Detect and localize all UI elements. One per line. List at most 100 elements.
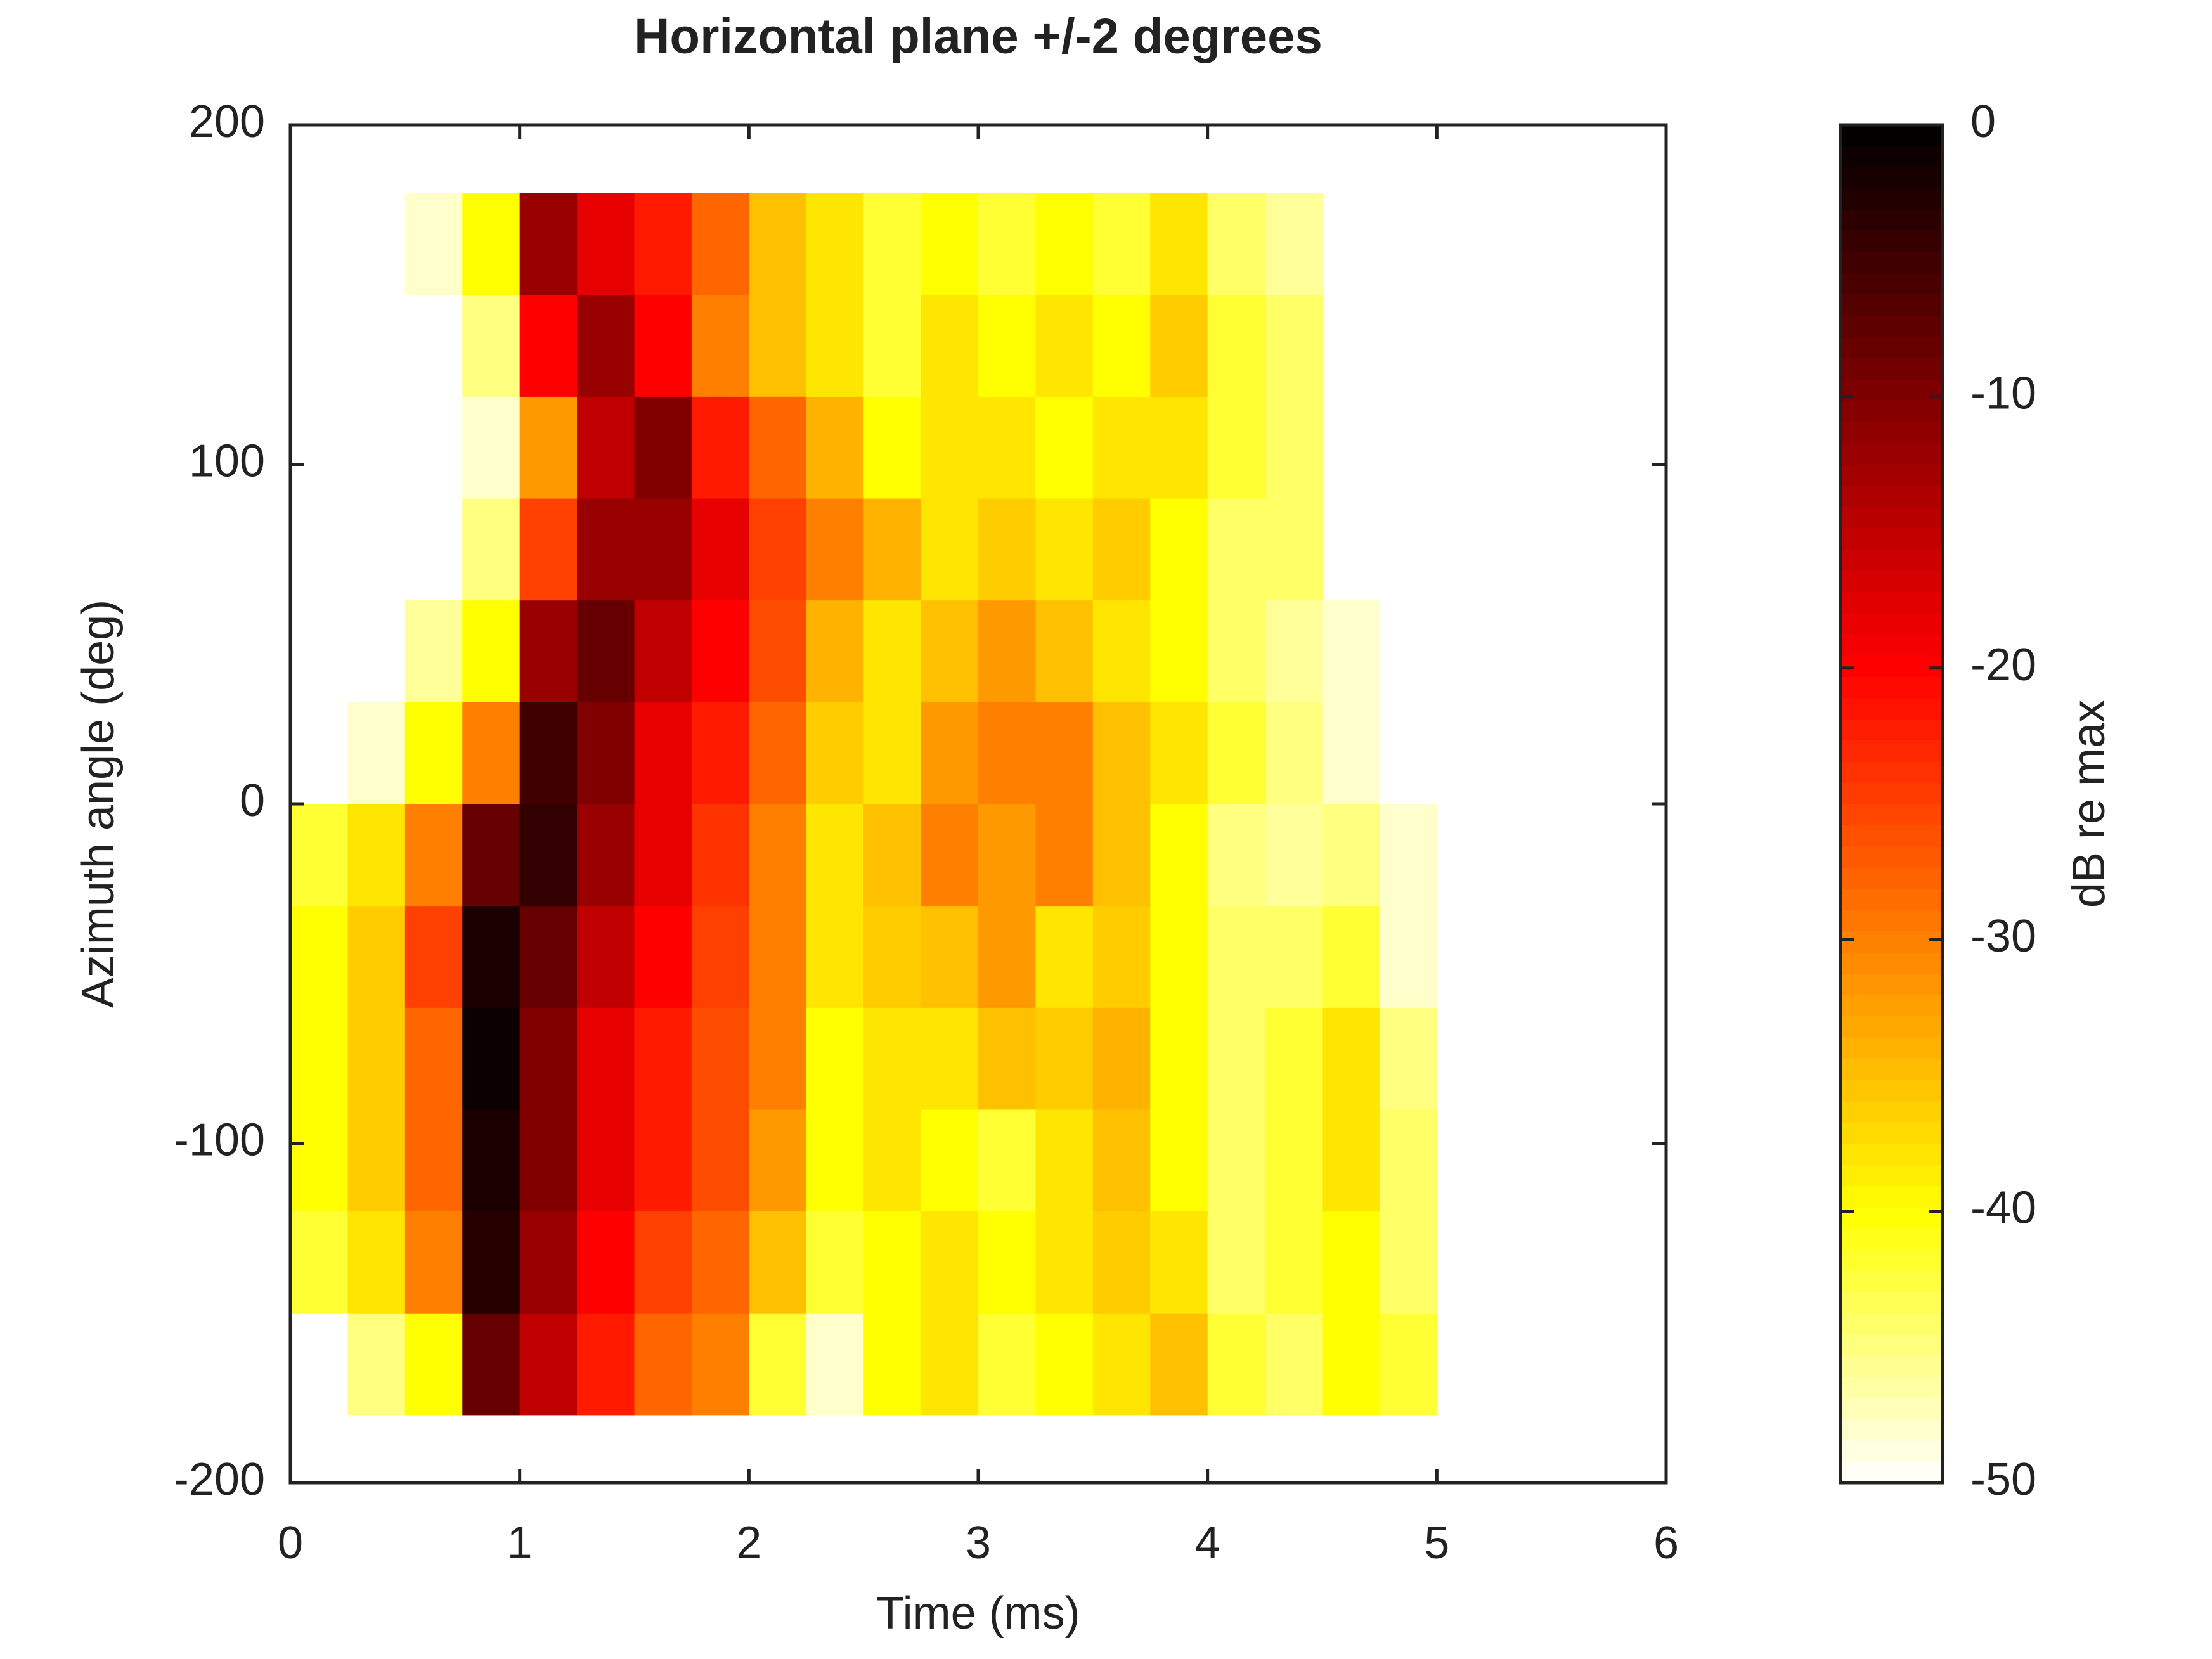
colorbar-swatch (1840, 676, 1943, 699)
heatmap-cell (1207, 1007, 1265, 1110)
heatmap-cell (1265, 498, 1323, 601)
heatmap-cell (634, 702, 692, 804)
heatmap-cell (519, 1007, 578, 1110)
heatmap-cell (404, 1211, 463, 1314)
heatmap-cell (1265, 804, 1323, 907)
colorbar-swatch (1840, 570, 1943, 592)
colorbar-swatch (1840, 655, 1943, 677)
heatmap-cell (1150, 702, 1208, 804)
heatmap-cell (519, 396, 578, 499)
colorbar-swatch (1840, 1398, 1943, 1420)
heatmap-cell (347, 702, 406, 804)
heatmap-cell (1265, 1007, 1323, 1110)
heatmap-cell (863, 1313, 922, 1416)
heatmap-cell (863, 1211, 922, 1314)
heatmap-cell (1265, 600, 1323, 702)
heatmap-cell (1092, 1211, 1151, 1314)
heatmap-cell (404, 193, 463, 295)
colorbar-swatch (1840, 740, 1943, 762)
heatmap-cell (1265, 905, 1323, 1008)
colorbar-tick-label: -30 (1970, 911, 2036, 962)
heatmap-cell (290, 905, 348, 1008)
colorbar-swatch (1840, 1228, 1943, 1250)
heatmap-cell (347, 1313, 406, 1416)
heatmap-cell (347, 804, 406, 907)
heatmap-cell (1379, 905, 1437, 1008)
heatmap-cell (1035, 804, 1094, 907)
heatmap-cell (1207, 193, 1265, 295)
x-axis-label: Time (ms) (876, 1588, 1080, 1639)
heatmap-cell (1150, 396, 1208, 499)
heatmap-cell (691, 396, 749, 499)
heatmap-cell (577, 804, 635, 907)
heatmap-cell (749, 1313, 807, 1416)
heatmap-cell (863, 1109, 922, 1212)
heatmap-cell (577, 1007, 635, 1110)
colorbar-swatch (1840, 507, 1943, 529)
colorbar-swatch (1840, 1037, 1943, 1059)
heatmap-cell (978, 905, 1036, 1008)
colorbar-swatch (1840, 1143, 1943, 1165)
y-tick-label: -200 (174, 1454, 265, 1505)
heatmap-cell (978, 600, 1036, 702)
heatmap-cell (691, 702, 749, 804)
heatmap-cell (1150, 804, 1208, 907)
heatmap-cell (691, 804, 749, 907)
colorbar-swatch (1840, 846, 1943, 868)
heatmap-cell (1092, 804, 1151, 907)
heatmap-cell (691, 1313, 749, 1416)
colorbar-swatch (1840, 549, 1943, 571)
heatmap-cell (347, 1211, 406, 1314)
heatmap-cell (921, 1109, 979, 1212)
heatmap-cell (462, 396, 521, 499)
colorbar-tick-label: -50 (1970, 1454, 2036, 1505)
heatmap-cell (806, 804, 864, 907)
colorbar-swatch (1840, 358, 1943, 380)
heatmap-cell (806, 1313, 864, 1416)
heatmap-cell (691, 1007, 749, 1110)
heatmap-cell (921, 600, 979, 702)
heatmap-cell (1207, 804, 1265, 907)
heatmap-cell (1035, 600, 1094, 702)
heatmap-cell (1379, 804, 1437, 907)
heatmap-cell (577, 498, 635, 601)
colorbar-swatch (1840, 252, 1943, 274)
heatmap-cell (749, 396, 807, 499)
heatmap-cell (863, 498, 922, 601)
heatmap-cell (749, 1109, 807, 1212)
heatmap-cell (519, 905, 578, 1008)
colorbar-swatch (1840, 995, 1943, 1017)
colorbar-swatch (1840, 527, 1943, 550)
colorbar-swatch (1840, 910, 1943, 932)
heatmap-cell (863, 702, 922, 804)
colorbar-swatch (1840, 464, 1943, 486)
x-tick-label: 3 (966, 1518, 991, 1568)
colorbar-frame (1839, 123, 1944, 1485)
heatmap-cell (1150, 1211, 1208, 1314)
heatmap-cell (290, 1007, 348, 1110)
heatmap-cell (347, 1007, 406, 1110)
heatmap-cell (1035, 1109, 1094, 1212)
heatmap-cell (978, 1211, 1036, 1314)
heatmap-cell (577, 1109, 635, 1212)
heatmap-cell (863, 804, 922, 907)
heatmap-cell (1322, 804, 1380, 907)
heatmap-cell (634, 396, 692, 499)
y-tick-label: 100 (189, 436, 265, 487)
heatmap-cell (978, 1007, 1036, 1110)
colorbar-swatch (1840, 697, 1943, 720)
heatmap-cell (634, 1007, 692, 1110)
heatmap-cell (749, 1007, 807, 1110)
y-tick-label: -100 (174, 1115, 265, 1166)
heatmap-cell (404, 905, 463, 1008)
heatmap-cell (1092, 294, 1151, 397)
heatmap-cell (404, 1109, 463, 1212)
heatmap-cell (921, 193, 979, 295)
heatmap-cell (634, 600, 692, 702)
y-tick-label: 0 (240, 775, 265, 826)
heatmap-cell (1265, 396, 1323, 499)
heatmap-cell (978, 498, 1036, 601)
colorbar-swatch (1840, 379, 1943, 401)
heatmap-cell (1092, 1313, 1151, 1416)
heatmap-cell (1035, 193, 1094, 295)
